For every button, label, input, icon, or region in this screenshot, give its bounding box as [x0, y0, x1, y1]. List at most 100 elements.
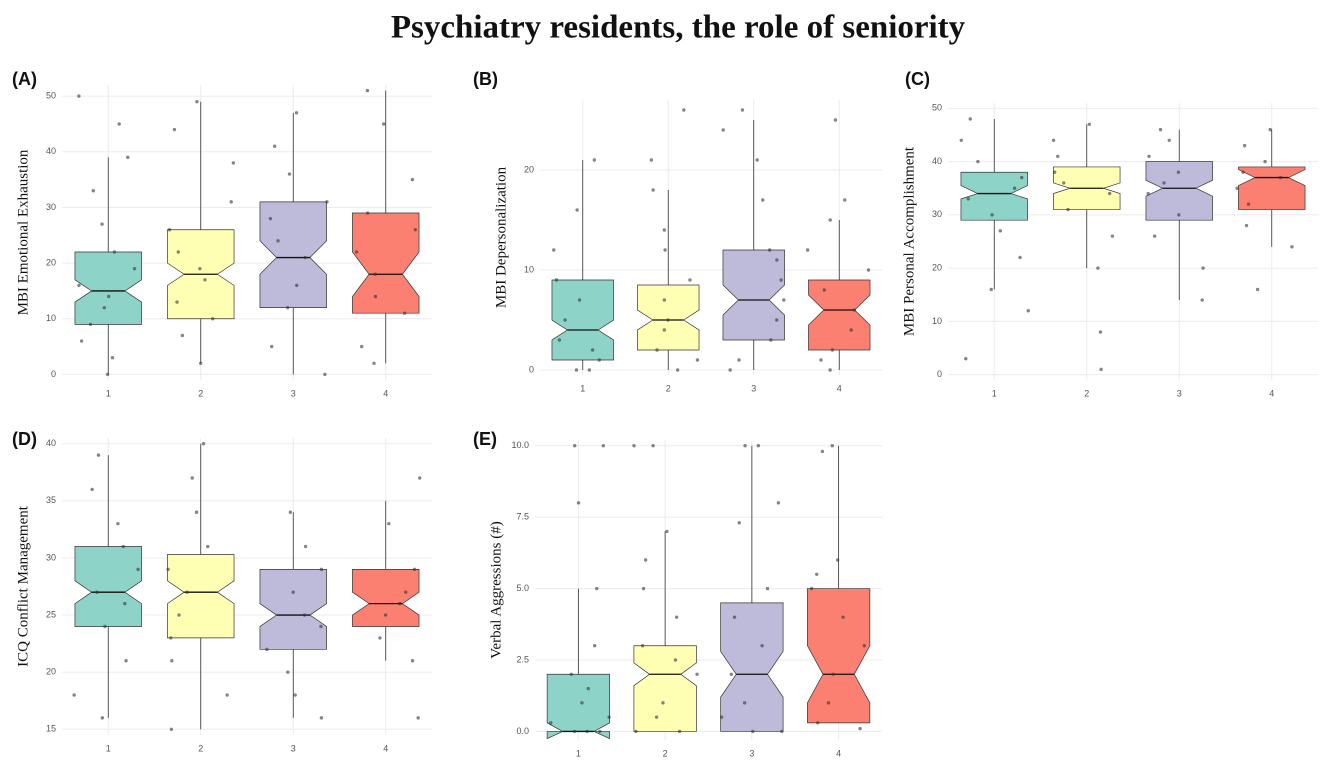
data-point: [167, 228, 172, 232]
data-point: [382, 122, 386, 126]
data-point: [552, 248, 556, 252]
data-point: [177, 613, 181, 617]
data-point: [1255, 287, 1260, 292]
data-point: [729, 672, 734, 676]
data-point: [201, 442, 206, 446]
data-point: [743, 444, 747, 448]
data-point: [91, 189, 95, 193]
data-point: [597, 358, 602, 362]
data-point: [769, 338, 773, 342]
data-point: [365, 211, 370, 215]
data-point: [136, 567, 140, 572]
data-point: [695, 358, 700, 362]
data-point: [373, 294, 378, 299]
data-point: [295, 283, 299, 288]
data-point: [123, 601, 127, 606]
data-point: [412, 567, 417, 572]
y-tick-label: 50: [932, 103, 942, 113]
y-tick-label: 40: [46, 438, 56, 448]
data-point: [828, 368, 832, 372]
data-point: [661, 701, 665, 705]
data-point: [862, 644, 866, 648]
data-point: [751, 729, 755, 734]
data-point: [1241, 170, 1245, 174]
data-point: [563, 318, 567, 322]
data-point: [820, 449, 825, 454]
data-point: [866, 268, 871, 272]
y-tick-label: 0.0: [516, 726, 529, 736]
x-tick-label: 3: [291, 388, 296, 398]
data-point: [1110, 234, 1115, 238]
data-point: [966, 197, 970, 201]
y-tick-label: 40: [46, 146, 56, 156]
data-point: [291, 590, 295, 594]
data-point: [576, 501, 581, 505]
data-point: [194, 510, 199, 514]
data-point: [302, 613, 307, 617]
data-point: [1246, 202, 1251, 206]
y-tick-label: 7.5: [516, 512, 529, 522]
data-point: [169, 727, 174, 731]
data-point: [410, 659, 415, 663]
data-point: [72, 693, 76, 697]
data-point: [1278, 175, 1283, 180]
data-point: [210, 317, 215, 321]
data-point: [1107, 191, 1112, 196]
data-point: [1099, 367, 1103, 372]
data-point: [269, 344, 274, 349]
notched-box: [74, 251, 142, 325]
data-point: [319, 716, 324, 720]
data-point: [294, 111, 299, 115]
data-point: [755, 158, 759, 162]
y-tick-label: 2.5: [516, 654, 529, 664]
data-point: [968, 117, 972, 121]
data-point: [665, 529, 669, 534]
data-point: [572, 729, 577, 734]
y-tick-label: 10: [46, 313, 56, 323]
data-point: [1290, 245, 1294, 249]
y-tick-label: 0: [51, 369, 56, 379]
notched-box: [352, 569, 420, 627]
data-point: [775, 318, 779, 322]
y-axis-title: ICQ Conflict Management: [15, 505, 31, 667]
data-point: [815, 721, 820, 725]
data-point: [77, 283, 81, 288]
data-point: [124, 659, 128, 663]
data-point: [592, 158, 597, 162]
data-point: [272, 144, 277, 148]
data-point: [372, 361, 376, 366]
panel-label: (D): [12, 429, 37, 449]
data-point: [410, 177, 415, 182]
y-axis-title: MBI Depersonalization: [493, 166, 509, 308]
data-point: [587, 368, 592, 372]
panel-label: (E): [473, 429, 497, 449]
notched-box: [74, 546, 142, 627]
y-axis-title: Verbal Aggressions (#): [488, 521, 504, 658]
data-point: [198, 361, 203, 366]
data-point: [682, 108, 686, 112]
data-point: [675, 368, 680, 372]
notched-box: [720, 602, 784, 732]
data-point: [1062, 181, 1066, 185]
data-point: [740, 108, 745, 112]
data-point: [728, 368, 732, 372]
data-point: [180, 333, 185, 338]
notched-box: [546, 673, 610, 740]
data-point: [319, 567, 324, 572]
data-point: [554, 278, 559, 282]
data-point: [90, 487, 94, 492]
data-point: [1147, 154, 1151, 158]
data-point: [742, 701, 747, 705]
y-tick-label: 20: [524, 164, 534, 174]
x-tick-label: 4: [837, 383, 842, 393]
data-point: [809, 586, 814, 591]
notched-box: [259, 569, 327, 650]
notched-box: [637, 284, 700, 351]
panel-label: (C): [905, 69, 930, 89]
data-point: [964, 356, 968, 361]
data-point: [663, 248, 667, 252]
y-tick-label: 0: [937, 369, 942, 379]
x-tick-label: 2: [198, 388, 203, 398]
x-tick-label: 4: [1269, 388, 1274, 398]
